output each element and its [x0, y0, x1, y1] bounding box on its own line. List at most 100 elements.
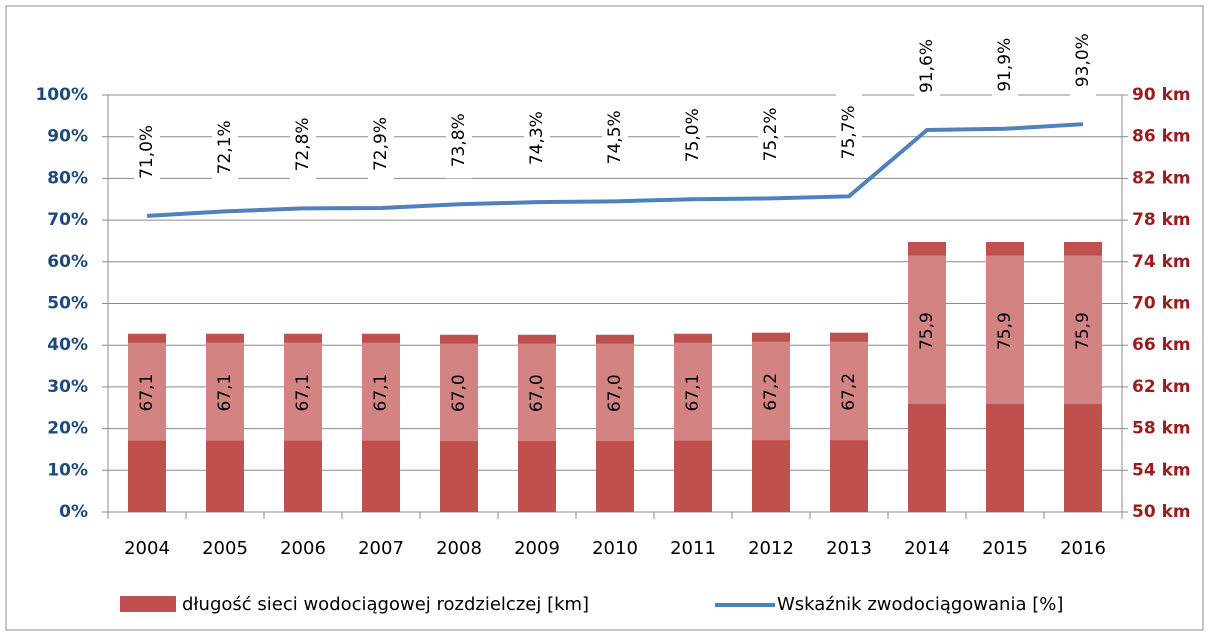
y2-tick-label: 86 km — [1132, 127, 1191, 147]
line — [146, 122, 1084, 218]
x-tick-label: 2004 — [124, 538, 170, 559]
label-bg — [290, 106, 316, 183]
y2-tick-label: 70 km — [1132, 294, 1191, 314]
line-value-label: 72,9% — [371, 117, 391, 171]
label-bg — [602, 99, 628, 176]
legend-label: Wskaźnik zwodociągowania [%] — [777, 594, 1063, 615]
x-tick-label: 2011 — [670, 538, 716, 559]
line-value-label: 74,5% — [605, 110, 625, 164]
label-bg — [212, 109, 238, 186]
y-tick-label: 40% — [47, 335, 88, 355]
bar-highlight — [362, 342, 400, 441]
x-tick-label: 2009 — [514, 538, 560, 559]
y-tick-label: 20% — [47, 419, 88, 439]
x-tick-label: 2006 — [280, 538, 326, 559]
y2-tick-label: 90 km — [1132, 85, 1191, 105]
x-tick-label: 2014 — [904, 538, 950, 559]
label-bg — [680, 97, 706, 174]
bar-highlight — [518, 343, 556, 442]
y2-tick-label: 58 km — [1132, 419, 1191, 439]
y-tick-label: 80% — [47, 168, 88, 188]
bar-highlight — [986, 255, 1024, 404]
bar — [752, 332, 790, 512]
bar-highlight — [830, 341, 868, 441]
bar-highlight — [284, 342, 322, 441]
legend-swatch — [120, 596, 176, 612]
label-bg — [914, 28, 940, 105]
legend-label: długość sieci wodociągowej rozdzielczej … — [182, 594, 589, 615]
x-tick-label: 2013 — [826, 538, 872, 559]
x-tick-label: 2005 — [202, 538, 248, 559]
x-tick-label: 2010 — [592, 538, 638, 559]
bar — [986, 241, 1024, 512]
label-bg — [836, 94, 862, 171]
label-bg — [758, 96, 784, 173]
bar-value-label: 75,9 — [917, 312, 937, 350]
y2-tick-label: 62 km — [1132, 377, 1191, 397]
bar-value-label: 67,1 — [137, 374, 157, 412]
bar-highlight — [752, 341, 790, 441]
line-value-label: 73,8% — [449, 113, 469, 167]
line-value-label: 93,0% — [1073, 33, 1093, 87]
bar-value-label: 75,9 — [995, 312, 1015, 350]
bar — [206, 333, 244, 512]
line-value-label: 75,0% — [683, 108, 703, 162]
bar-highlight — [440, 343, 478, 442]
bar — [518, 334, 556, 512]
y-tick-label: 50% — [47, 294, 88, 314]
label-bg — [134, 113, 160, 190]
bar — [830, 332, 868, 512]
bar-value-label: 67,1 — [371, 374, 391, 412]
line-value-label: 91,6% — [917, 39, 937, 93]
line-value-label: 72,1% — [215, 120, 235, 174]
x-tick-label: 2015 — [982, 538, 1028, 559]
bar-value-label: 67,2 — [761, 373, 781, 411]
line-value-label: 75,7% — [839, 105, 859, 159]
label-bg — [524, 100, 550, 177]
bar-value-label: 67,2 — [839, 373, 859, 411]
bar — [674, 333, 712, 512]
bar-highlight — [596, 343, 634, 442]
x-tick-label: 2008 — [436, 538, 482, 559]
y2-tick-label: 74 km — [1132, 252, 1191, 272]
line-value-label: 75,2% — [761, 107, 781, 161]
bar-highlight — [908, 255, 946, 404]
y-tick-label: 60% — [47, 252, 88, 272]
bar-value-label: 67,1 — [215, 374, 235, 412]
label-bg — [992, 26, 1018, 103]
bar-value-label: 67,1 — [293, 374, 313, 412]
y-tick-label: 30% — [47, 377, 88, 397]
y-tick-label: 100% — [35, 85, 88, 105]
bar-highlight — [674, 342, 712, 441]
bar — [1064, 241, 1102, 512]
bar-value-label: 67,0 — [605, 374, 625, 412]
y2-tick-label: 82 km — [1132, 168, 1191, 188]
line-value-label: 74,3% — [527, 111, 547, 165]
y2-tick-label: 50 km — [1132, 502, 1191, 522]
x-tick-label: 2012 — [748, 538, 794, 559]
x-tick-label: 2016 — [1060, 538, 1106, 559]
bar-value-label: 67,1 — [683, 374, 703, 412]
y-tick-label: 70% — [47, 210, 88, 230]
bar-value-label: 75,9 — [1073, 312, 1093, 350]
line-value-label: 91,9% — [995, 38, 1015, 92]
y-tick-label: 90% — [47, 127, 88, 147]
bar-highlight — [206, 342, 244, 441]
line-value-label: 71,0% — [137, 125, 157, 179]
bar — [596, 334, 634, 512]
bar-value-label: 67,0 — [527, 374, 547, 412]
y2-tick-label: 66 km — [1132, 335, 1191, 355]
y2-tick-label: 78 km — [1132, 210, 1191, 230]
label-bg — [368, 106, 394, 183]
bar — [908, 241, 946, 512]
line-value-label: 72,8% — [293, 117, 313, 171]
bar-value-label: 67,0 — [449, 374, 469, 412]
label-bg — [1070, 22, 1096, 99]
y-tick-label: 0% — [59, 502, 88, 522]
x-tick-label: 2007 — [358, 538, 404, 559]
bar — [362, 333, 400, 512]
y2-tick-label: 54 km — [1132, 460, 1191, 480]
bar-highlight — [1064, 255, 1102, 404]
